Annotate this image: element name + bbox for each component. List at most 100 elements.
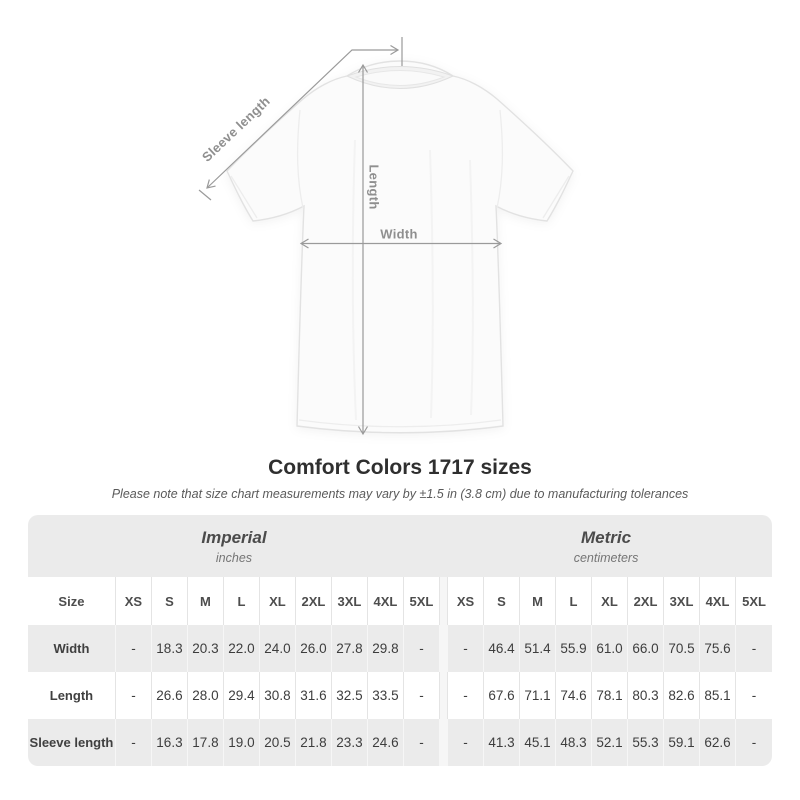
value-cell: 41.3: [483, 719, 520, 766]
page-title: Comfort Colors 1717 sizes: [268, 456, 532, 479]
value-cell: 75.6: [699, 625, 736, 672]
value-cell: 19.0: [223, 719, 260, 766]
value-cell: 27.8: [331, 625, 368, 672]
size-col-metric: 4XL: [699, 577, 736, 625]
size-col-imperial: 2XL: [295, 577, 332, 625]
size-col-metric: L: [555, 577, 592, 625]
value-cell: 20.3: [187, 625, 224, 672]
imperial-group-header: Imperial inches: [27, 515, 440, 577]
value-cell: 59.1: [663, 719, 700, 766]
value-cell: 17.8: [187, 719, 224, 766]
value-cell: 28.0: [187, 672, 224, 719]
value-cell: 24.0: [259, 625, 296, 672]
value-cell: 18.3: [151, 625, 188, 672]
unit-group-row: Imperial inches Metric centimeters: [27, 515, 773, 577]
group-divider: [439, 577, 448, 625]
tshirt-illustration: [198, 37, 574, 436]
size-col-imperial: XL: [259, 577, 296, 625]
caption: Comfort Colors 1717 sizes Please note th…: [0, 456, 800, 501]
value-cell: 67.6: [483, 672, 520, 719]
size-col-metric: XS: [447, 577, 484, 625]
metric-group-header: Metric centimeters: [439, 515, 773, 577]
size-col-imperial: 4XL: [367, 577, 404, 625]
value-cell: 48.3: [555, 719, 592, 766]
size-col-metric: S: [483, 577, 520, 625]
value-cell: -: [447, 672, 484, 719]
table-row-length: Length - 26.6 28.0 29.4 30.8 31.6 32.5 3…: [27, 672, 773, 719]
value-cell: -: [735, 672, 773, 719]
size-table: Imperial inches Metric centimeters Size …: [27, 515, 773, 766]
size-col-imperial: L: [223, 577, 260, 625]
value-cell: 45.1: [519, 719, 556, 766]
size-col-metric: M: [519, 577, 556, 625]
value-cell: 55.3: [627, 719, 664, 766]
value-cell: -: [735, 625, 773, 672]
tshirt-body-path: [226, 60, 574, 434]
value-cell: 61.0: [591, 625, 628, 672]
size-header-row: Size XS S M L XL 2XL 3XL 4XL 5XL XS S M …: [27, 577, 773, 625]
value-cell: 29.8: [367, 625, 404, 672]
sleeve-length-cuff-tick: [198, 189, 212, 201]
value-cell: 71.1: [519, 672, 556, 719]
tshirt-shape: [226, 60, 574, 434]
table-row-sleeve-length: Sleeve length - 16.3 17.8 19.0 20.5 21.8…: [27, 719, 773, 766]
value-cell: -: [115, 719, 152, 766]
table-row-width: Width - 18.3 20.3 22.0 24.0 26.0 27.8 29…: [27, 625, 773, 672]
value-cell: 30.8: [259, 672, 296, 719]
value-cell: 82.6: [663, 672, 700, 719]
value-cell: 29.4: [223, 672, 260, 719]
size-col-imperial: S: [151, 577, 188, 625]
measurement-lines: [198, 37, 503, 436]
width-label: Width: [380, 226, 418, 242]
tshirt-diagram: Sleeve length Length Width: [198, 37, 574, 436]
size-col-imperial: M: [187, 577, 224, 625]
tolerance-note: Please note that size chart measurements…: [111, 487, 689, 501]
size-col-metric: 3XL: [663, 577, 700, 625]
value-cell: 70.5: [663, 625, 700, 672]
size-column-header: Size: [27, 577, 116, 625]
size-col-metric: 5XL: [735, 577, 773, 625]
value-cell: 55.9: [555, 625, 592, 672]
size-col-imperial: 5XL: [403, 577, 440, 625]
metric-group-unit: centimeters: [573, 550, 639, 565]
group-divider: [439, 719, 448, 766]
value-cell: 78.1: [591, 672, 628, 719]
value-cell: 24.6: [367, 719, 404, 766]
imperial-group-label: Imperial: [201, 527, 267, 547]
size-col-metric: 2XL: [627, 577, 664, 625]
size-col-imperial: XS: [115, 577, 152, 625]
value-cell: 26.6: [151, 672, 188, 719]
value-cell: -: [403, 719, 440, 766]
value-cell: 22.0: [223, 625, 260, 672]
value-cell: 51.4: [519, 625, 556, 672]
value-cell: -: [115, 672, 152, 719]
value-cell: 23.3: [331, 719, 368, 766]
value-cell: 80.3: [627, 672, 664, 719]
metric-group-label: Metric: [580, 527, 632, 547]
value-cell: -: [115, 625, 152, 672]
value-cell: 66.0: [627, 625, 664, 672]
value-cell: 62.6: [699, 719, 736, 766]
value-cell: 46.4: [483, 625, 520, 672]
value-cell: 20.5: [259, 719, 296, 766]
row-label: Sleeve length: [27, 719, 116, 766]
imperial-group-unit: inches: [215, 550, 253, 565]
row-label: Length: [27, 672, 116, 719]
length-label: Length: [366, 164, 382, 210]
value-cell: 16.3: [151, 719, 188, 766]
value-cell: -: [447, 719, 484, 766]
value-cell: -: [403, 625, 440, 672]
size-col-metric: XL: [591, 577, 628, 625]
size-col-imperial: 3XL: [331, 577, 368, 625]
value-cell: 85.1: [699, 672, 736, 719]
value-cell: 52.1: [591, 719, 628, 766]
value-cell: -: [403, 672, 440, 719]
value-cell: 26.0: [295, 625, 332, 672]
group-divider: [439, 625, 448, 672]
value-cell: -: [447, 625, 484, 672]
sleeve-length-line: [206, 44, 400, 189]
value-cell: 33.5: [367, 672, 404, 719]
value-cell: 31.6: [295, 672, 332, 719]
value-cell: -: [735, 719, 773, 766]
value-cell: 21.8: [295, 719, 332, 766]
